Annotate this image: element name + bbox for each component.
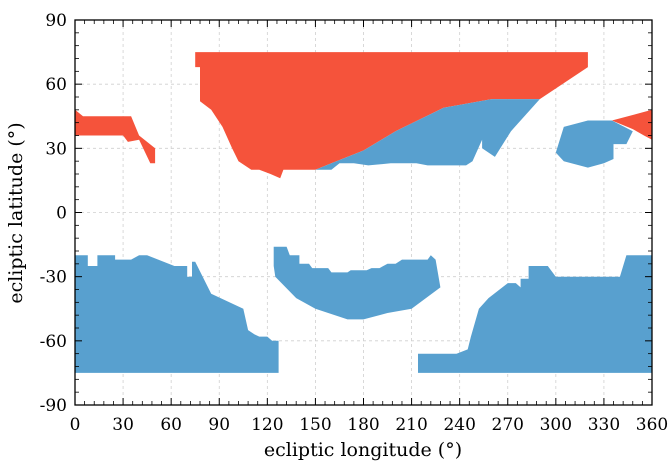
- blue-region: [315, 99, 540, 170]
- x-tick-label: 330: [588, 415, 620, 435]
- x-tick-label: 120: [251, 415, 283, 435]
- x-tick-label: 150: [299, 415, 331, 435]
- blue-region: [273, 246, 441, 320]
- y-tick-label: -30: [40, 268, 67, 288]
- axis-ticks: [74, 19, 653, 406]
- x-tick-label: 270: [492, 415, 524, 435]
- red-region: [611, 109, 652, 140]
- y-axis-title: ecliptic latitude (°): [5, 122, 27, 303]
- blue-region: [555, 120, 633, 168]
- y-tick-label: -60: [40, 332, 67, 352]
- red-region: [75, 109, 156, 164]
- y-tick-label: 60: [45, 75, 67, 95]
- y-tick-labels: -90 -60 -30 0 30 60 90: [40, 11, 67, 416]
- regions: [75, 52, 652, 373]
- x-tick-label: 30: [112, 415, 134, 435]
- y-tick-label: 90: [45, 11, 67, 31]
- y-tick-label: -90: [40, 396, 67, 416]
- blue-region: [75, 255, 279, 373]
- x-tick-labels: 0 30 60 90 120 150 180 210 240 270 300 330 360: [70, 415, 669, 435]
- x-tick-label: 240: [443, 415, 475, 435]
- x-axis-title: ecliptic longitude (°): [264, 439, 462, 461]
- x-tick-label: 0: [70, 415, 81, 435]
- x-tick-label: 210: [395, 415, 427, 435]
- x-tick-label: 60: [160, 415, 182, 435]
- x-tick-label: 180: [347, 415, 379, 435]
- x-tick-label: 360: [636, 415, 668, 435]
- x-tick-label: 300: [540, 415, 572, 435]
- x-tick-label: 90: [208, 415, 230, 435]
- blue-region: [418, 255, 652, 373]
- y-tick-label: 0: [56, 204, 67, 224]
- red-region: [195, 52, 588, 179]
- y-tick-label: 30: [45, 139, 67, 159]
